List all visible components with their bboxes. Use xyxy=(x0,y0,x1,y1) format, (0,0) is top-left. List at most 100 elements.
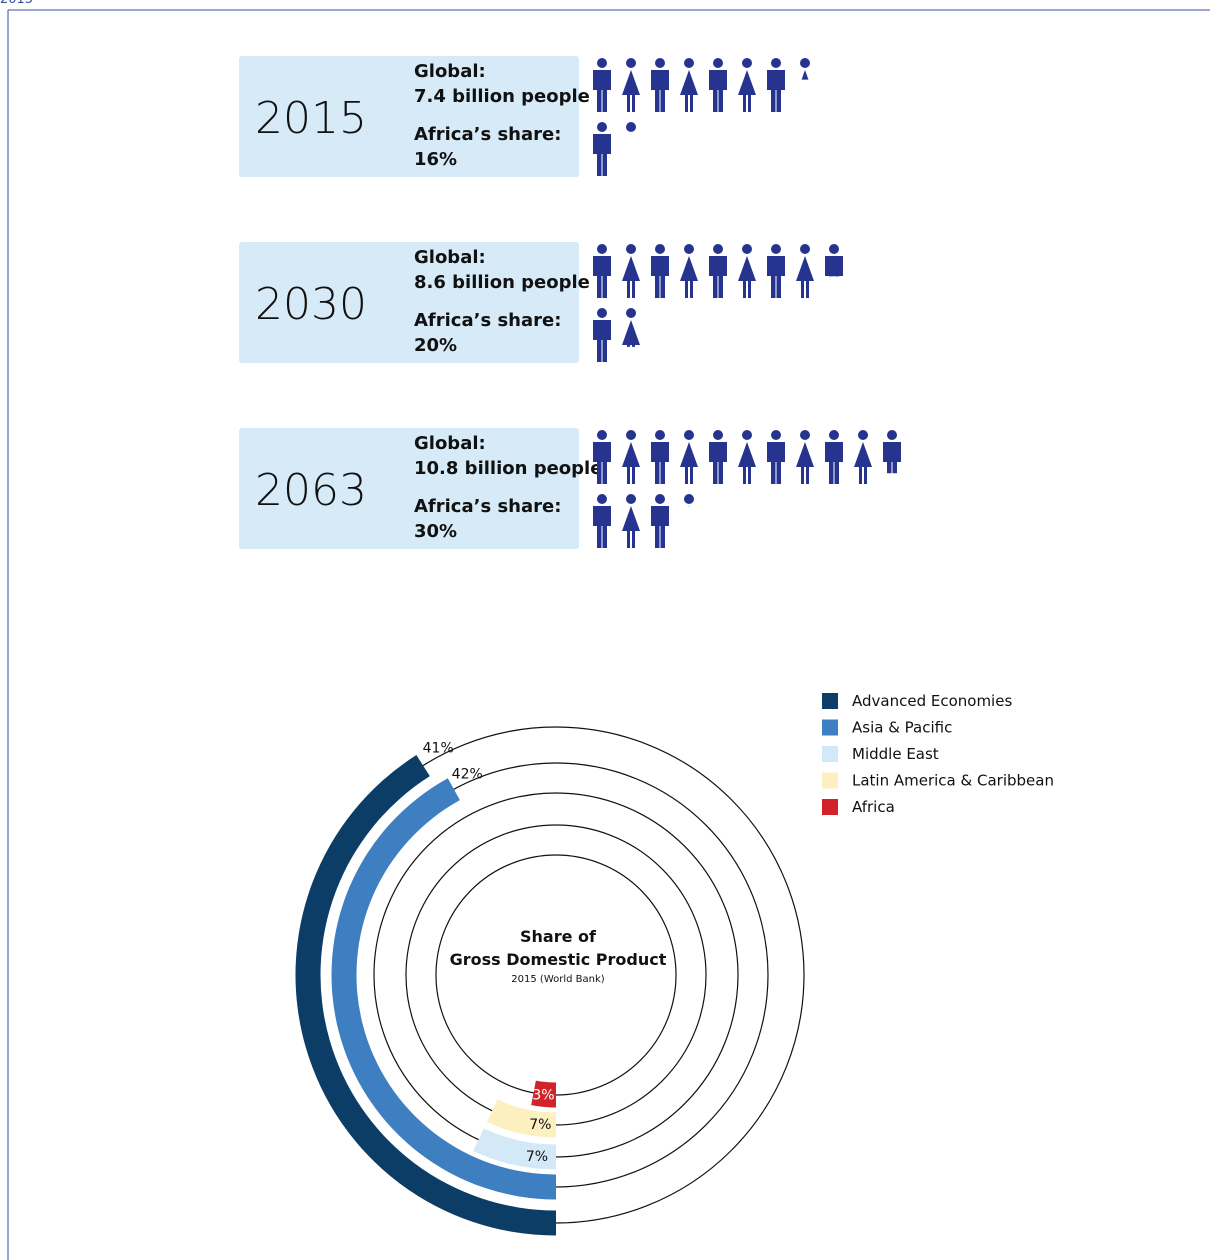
head xyxy=(771,430,781,440)
radial-bar xyxy=(486,1099,556,1138)
head xyxy=(771,58,781,68)
head xyxy=(800,58,810,68)
global-label: 7.4 billion people xyxy=(414,86,590,107)
year-box xyxy=(239,428,579,549)
torso xyxy=(767,442,785,462)
radial-bar xyxy=(331,778,556,1200)
legend-swatch xyxy=(822,772,838,789)
leg xyxy=(632,280,635,298)
leg xyxy=(690,94,693,112)
leg xyxy=(713,89,718,112)
head xyxy=(771,244,781,254)
head xyxy=(655,430,665,440)
legend-swatch xyxy=(822,746,838,762)
africa-label: 20% xyxy=(414,335,457,356)
legend-swatch xyxy=(822,693,838,709)
africa-label: 16% xyxy=(414,149,457,170)
dress xyxy=(738,256,756,281)
leg xyxy=(748,94,751,112)
africa-label: 30% xyxy=(414,521,457,542)
leg xyxy=(690,280,693,298)
leg xyxy=(690,466,693,484)
head xyxy=(597,430,607,440)
radial-bar xyxy=(473,1128,556,1170)
leg xyxy=(834,275,839,277)
leg xyxy=(829,275,834,277)
torso xyxy=(593,442,611,462)
leg xyxy=(859,466,862,484)
leg xyxy=(748,280,751,298)
torso xyxy=(825,256,843,276)
leg xyxy=(602,525,607,548)
dress xyxy=(680,70,698,95)
legend-swatch xyxy=(822,799,838,815)
man-icon xyxy=(593,122,611,176)
leg xyxy=(597,525,602,548)
torso xyxy=(767,256,785,276)
man-icon xyxy=(651,494,669,548)
leg xyxy=(806,466,809,484)
leg xyxy=(627,530,630,548)
leg xyxy=(801,280,804,298)
chart-title: Share of xyxy=(520,927,597,946)
global-heading: Global: xyxy=(414,247,486,268)
leg xyxy=(627,466,630,484)
torso xyxy=(651,506,669,526)
head xyxy=(800,430,810,440)
radial-bar xyxy=(295,755,556,1236)
leg xyxy=(685,94,688,112)
woman-icon xyxy=(622,244,640,298)
leg xyxy=(776,89,781,112)
year-box xyxy=(239,242,579,363)
torso xyxy=(593,70,611,90)
man-icon xyxy=(709,430,727,484)
dress xyxy=(801,70,809,80)
man-icon xyxy=(767,58,785,112)
torso xyxy=(593,320,611,340)
year: 2030 xyxy=(255,279,367,330)
head xyxy=(742,58,752,68)
head xyxy=(684,430,694,440)
head xyxy=(829,430,839,440)
leg xyxy=(602,339,607,362)
leg xyxy=(771,89,776,112)
torso xyxy=(651,442,669,462)
woman-icon xyxy=(684,494,694,548)
head xyxy=(626,430,636,440)
leg xyxy=(685,280,688,298)
leg xyxy=(713,461,718,484)
head xyxy=(626,494,636,504)
leg xyxy=(632,466,635,484)
man-icon xyxy=(593,494,611,548)
value-label: 7% xyxy=(529,1117,551,1133)
leg xyxy=(632,530,635,548)
woman-icon xyxy=(796,430,814,484)
dress xyxy=(738,70,756,95)
woman-icon xyxy=(622,430,640,484)
torso xyxy=(709,442,727,462)
legend-label: Middle East xyxy=(852,745,939,763)
year-box xyxy=(239,56,579,177)
leg xyxy=(743,94,746,112)
leg xyxy=(892,461,897,474)
leg xyxy=(718,89,723,112)
global-heading: Global: xyxy=(414,433,486,454)
dress xyxy=(622,134,640,159)
torso xyxy=(825,442,843,462)
woman-icon xyxy=(622,494,640,548)
leg xyxy=(602,461,607,484)
torso xyxy=(651,256,669,276)
dress xyxy=(688,506,690,507)
torso xyxy=(709,256,727,276)
leg xyxy=(748,466,751,484)
dress xyxy=(796,442,814,467)
leg xyxy=(655,525,660,548)
man-icon xyxy=(593,58,611,112)
leg xyxy=(685,530,688,548)
leg xyxy=(864,466,867,484)
leg xyxy=(597,339,602,362)
leg xyxy=(602,153,607,176)
dress xyxy=(622,70,640,95)
dress xyxy=(622,320,640,345)
